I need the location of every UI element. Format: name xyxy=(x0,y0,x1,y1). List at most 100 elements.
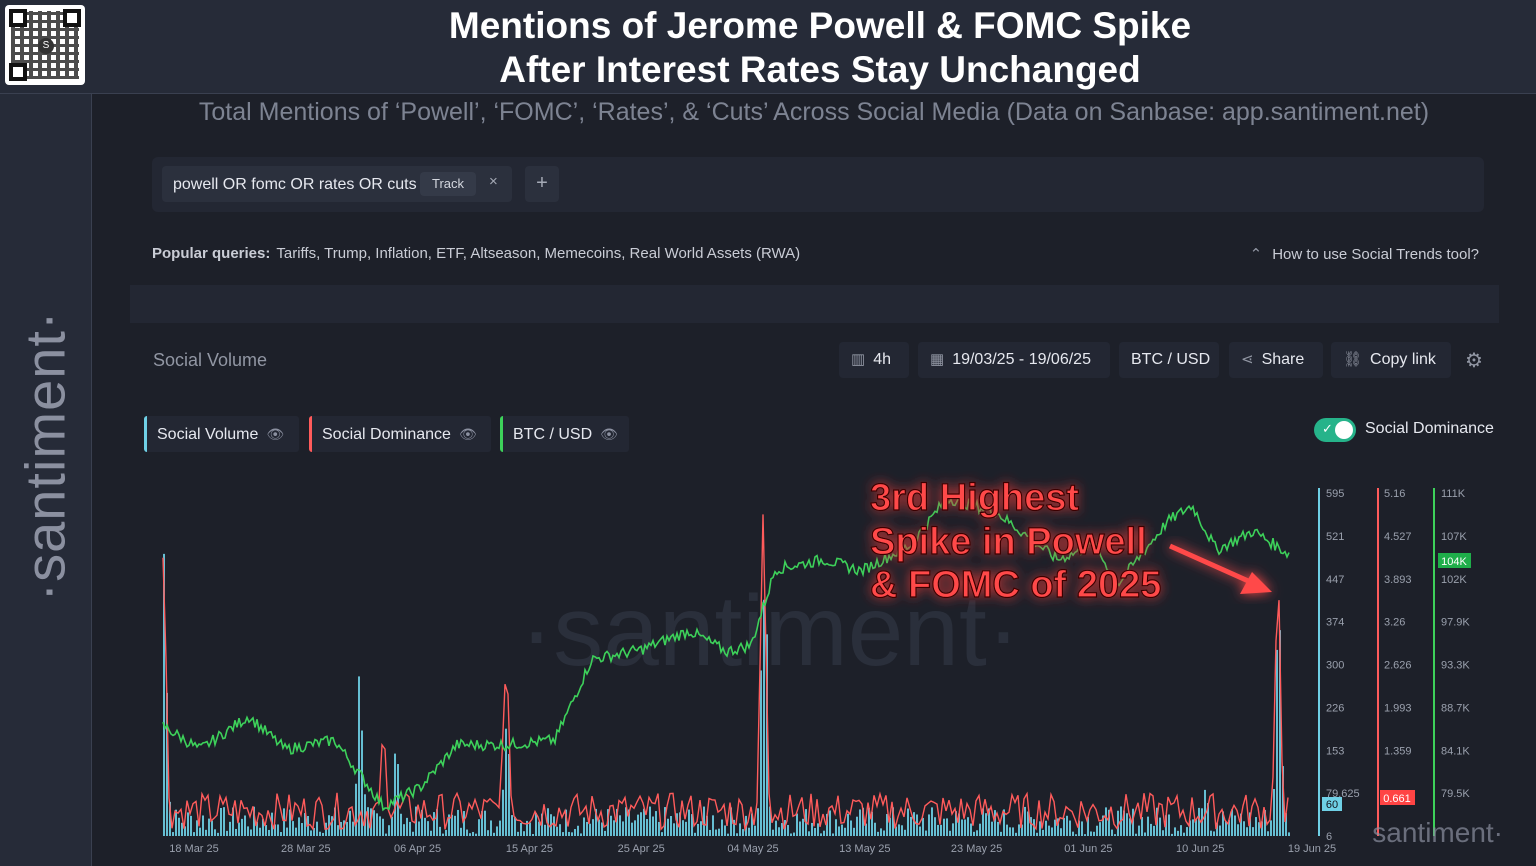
volume-bar xyxy=(655,811,657,836)
volume-bar xyxy=(721,819,723,836)
volume-bar xyxy=(589,823,591,836)
volume-bar xyxy=(433,812,435,836)
volume-bar xyxy=(1189,820,1191,836)
volume-bar xyxy=(376,813,378,836)
volume-bar xyxy=(1273,789,1275,836)
axis-tick-label: 595 xyxy=(1326,488,1344,500)
volume-bar xyxy=(436,809,438,836)
volume-bar xyxy=(430,830,432,836)
volume-bar xyxy=(1024,806,1026,836)
volume-bar xyxy=(583,817,585,836)
social-volume-bars xyxy=(163,553,1290,836)
page-title: Mentions of Jerome Powell & FOMC Spike A… xyxy=(100,4,1536,92)
volume-bar xyxy=(976,830,978,836)
volume-bar xyxy=(424,817,426,836)
add-query-button[interactable]: + xyxy=(525,166,559,202)
annotation-line-1: 3rd Highest xyxy=(870,477,1079,519)
page-subtitle: Total Mentions of ‘Powell’, ‘FOMC’, ‘Rat… xyxy=(198,98,1430,126)
eye-icon[interactable]: 👁 xyxy=(266,426,285,442)
volume-bar xyxy=(250,829,252,836)
volume-bar xyxy=(1243,821,1245,836)
popular-queries-list[interactable]: Tariffs, Trump, Inflation, ETF, Altseaso… xyxy=(276,245,801,262)
volume-bar xyxy=(652,816,654,836)
volume-bar xyxy=(349,810,351,836)
query-text[interactable]: powell OR fomc OR rates OR cuts xyxy=(173,176,417,193)
volume-bar xyxy=(388,825,390,836)
volume-bar xyxy=(442,833,444,836)
pair-button[interactable]: BTC / USD xyxy=(1119,342,1219,378)
volume-bar xyxy=(1207,803,1209,836)
volume-bar xyxy=(649,806,651,836)
volume-bar xyxy=(1285,813,1287,836)
volume-bar xyxy=(697,823,699,836)
volume-bar xyxy=(808,831,810,836)
volume-bar xyxy=(586,821,588,836)
volume-bar xyxy=(499,820,501,836)
eye-icon[interactable]: 👁 xyxy=(458,426,477,442)
volume-bar xyxy=(1177,830,1179,836)
annotation-line-3: & FOMC of 2025 xyxy=(870,564,1161,606)
volume-bar xyxy=(1126,813,1128,836)
volume-bar xyxy=(169,801,171,836)
gear-icon[interactable]: ⚙ xyxy=(1465,350,1483,372)
volume-bar xyxy=(1129,818,1131,836)
dominance-axis-ticks: 5.16 4.527 3.893 3.26 2.626 1.993 1.359 xyxy=(1384,488,1412,757)
volume-bar xyxy=(190,815,192,836)
close-icon[interactable]: × xyxy=(489,173,498,190)
social-dominance-toggle[interactable]: ✓ xyxy=(1314,418,1356,442)
volume-bar xyxy=(961,819,963,836)
legend-social-volume[interactable]: Social Volume 👁 xyxy=(144,416,299,452)
section-label: Social Volume xyxy=(153,350,268,370)
volume-bar xyxy=(1288,832,1290,836)
axis-tick-label: 6 xyxy=(1326,831,1332,843)
volume-bar xyxy=(931,807,933,836)
title-line-1: Mentions of Jerome Powell & FOMC Spike xyxy=(448,5,1192,46)
chevron-up-icon: ⌃ xyxy=(1249,246,1263,263)
volume-bar xyxy=(1018,824,1020,836)
eye-icon[interactable]: 👁 xyxy=(600,426,618,442)
volume-bar xyxy=(406,817,408,836)
legend-btc-usd[interactable]: BTC / USD 👁 xyxy=(500,416,629,452)
volume-bar xyxy=(709,829,711,836)
volume-bar xyxy=(829,810,831,836)
volume-bar xyxy=(592,819,594,836)
volume-bar xyxy=(742,829,744,836)
volume-bar xyxy=(1234,815,1236,836)
interval-button[interactable]: ▥ 4h xyxy=(839,342,909,378)
share-button[interactable]: ⋖ Share xyxy=(1229,342,1323,378)
volume-bar xyxy=(904,829,906,836)
legend-social-dominance[interactable]: Social Dominance 👁 xyxy=(309,416,491,452)
volume-bar xyxy=(448,814,450,836)
query-chip[interactable]: powell OR fomc OR rates OR cuts Track × xyxy=(162,166,512,202)
volume-bar xyxy=(769,806,771,836)
volume-bar xyxy=(754,825,756,836)
volume-bar xyxy=(412,831,414,836)
date-range-button[interactable]: ▦ 19/03/25 - 19/06/25 xyxy=(918,342,1110,378)
volume-bar xyxy=(202,815,204,836)
how-to-use-link[interactable]: ⌃ How to use Social Trends tool? xyxy=(1250,245,1479,263)
volume-bar xyxy=(460,827,462,836)
share-icon: ⋖ xyxy=(1241,351,1254,368)
volume-bar xyxy=(472,831,474,836)
volume-bar xyxy=(970,823,972,836)
volume-bar xyxy=(865,823,867,836)
volume-bar xyxy=(1174,827,1176,836)
volume-bar xyxy=(595,808,597,836)
volume-bar xyxy=(1099,822,1101,836)
volume-bar xyxy=(835,819,837,836)
volume-bar xyxy=(1105,807,1107,836)
volume-bar xyxy=(781,823,783,836)
volume-bar xyxy=(604,830,606,836)
volume-bar xyxy=(922,817,924,836)
volume-bar xyxy=(760,670,762,836)
check-icon: ✓ xyxy=(1322,421,1333,436)
track-button[interactable]: Track xyxy=(420,172,476,196)
volume-bar xyxy=(178,817,180,836)
volume-bar xyxy=(787,825,789,836)
copy-link-button[interactable]: ⛓ Copy link xyxy=(1331,342,1451,378)
volume-bar xyxy=(973,831,975,836)
volume-bar xyxy=(382,818,384,836)
volume-bar xyxy=(211,820,213,836)
volume-bar xyxy=(958,813,960,836)
